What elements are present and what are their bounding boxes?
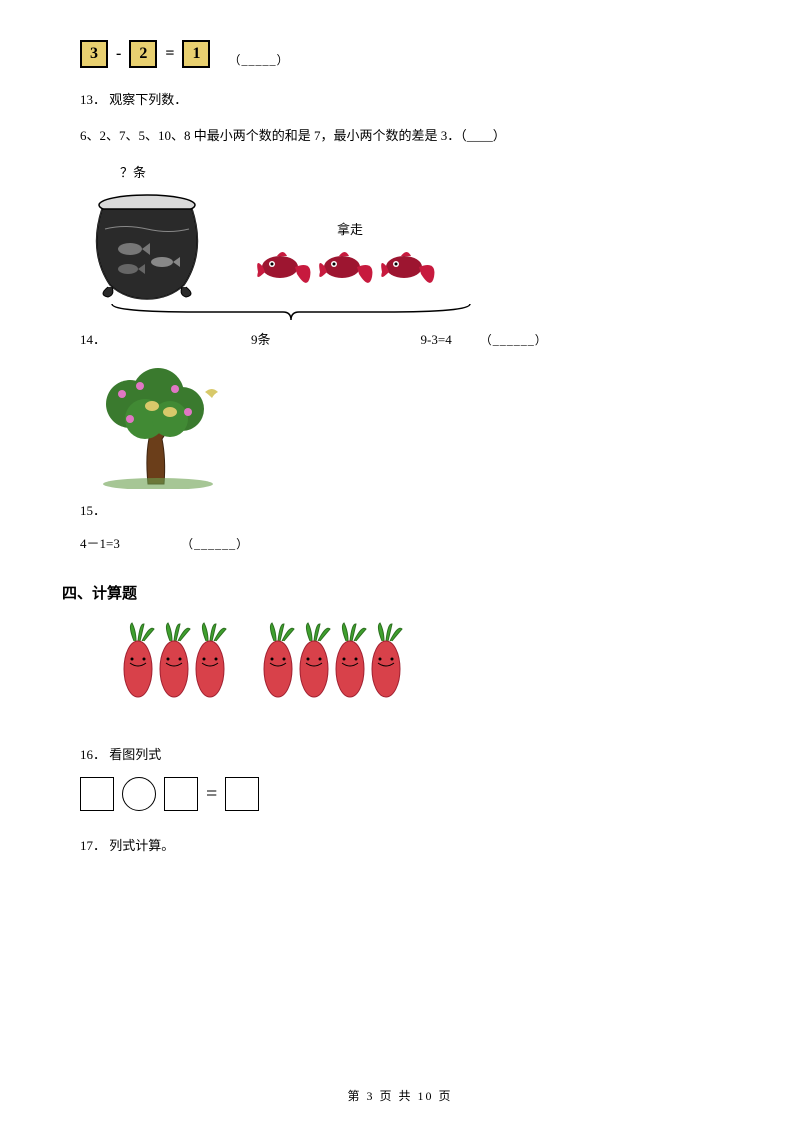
question-14-figure: ？条 拿走 — [80, 162, 720, 327]
q13-body: 6、2、7、5、10、8 中最小两个数的和是 7，最小两个数的差是 3．（___… — [80, 125, 720, 144]
q15-equation-line: 4－1=3 （______） — [80, 533, 720, 552]
q13-dot: ． — [93, 92, 106, 107]
take-away-label: 拿走 — [255, 219, 445, 238]
page-footer: 第 3 页 共 10 页 — [0, 1087, 800, 1104]
q14-blank: （______） — [480, 331, 548, 348]
num-box-1: 3 — [80, 40, 108, 68]
question-15-figure — [80, 364, 720, 494]
carrot-group-icon — [120, 621, 440, 721]
blank-q12: （_____） — [228, 51, 289, 68]
section-4-header: 四、计算题 — [62, 582, 720, 603]
q15-dot: ． — [93, 503, 106, 518]
q16-title: 看图列式 — [109, 747, 161, 762]
q14-dot: ． — [93, 329, 106, 348]
formula-boxes: = — [80, 777, 720, 811]
q14-line: 14． 9条 9-3=4 （______） — [80, 329, 720, 348]
q15-number: 15 — [80, 503, 93, 518]
q16-number: 16 — [80, 747, 93, 762]
footer-prefix: 第 — [347, 1089, 366, 1103]
question-16-figure — [120, 621, 720, 726]
q14-bracket-label: 9条 — [251, 329, 271, 348]
q15-line: 15． — [80, 500, 720, 519]
q15-equation: 4－1=3 — [80, 536, 120, 551]
question-13: 13． 观察下列数． — [80, 88, 720, 111]
q13-number: 13 — [80, 92, 93, 107]
red-fish-group-icon — [255, 242, 445, 297]
tree-icon — [80, 364, 260, 489]
q17-title: 列式计算。 — [109, 838, 174, 853]
footer-suffix: 页 — [434, 1089, 453, 1103]
q14-equation: 9-3=4 — [421, 332, 452, 348]
q13-title: 观察下列数． — [109, 92, 187, 107]
num-box-3: 1 — [182, 40, 210, 68]
minus-op: - — [114, 45, 123, 63]
formula-box-1 — [80, 777, 114, 811]
equation-boxes-q12: 3 - 2 = 1 （_____） — [80, 40, 720, 68]
formula-box-3 — [225, 777, 259, 811]
q16-dot: ． — [93, 747, 106, 762]
equals-op: = — [163, 45, 176, 63]
footer-total: 10 — [418, 1089, 434, 1103]
q17-dot: ． — [93, 838, 106, 853]
curly-bracket-icon — [108, 302, 478, 322]
q17-line: 17． 列式计算。 — [80, 835, 720, 854]
num-box-2: 2 — [129, 40, 157, 68]
formula-equals: = — [206, 783, 217, 806]
q17-number: 17 — [80, 838, 93, 853]
q15-blank: （______） — [181, 537, 249, 551]
fishbowl-icon — [80, 187, 215, 302]
formula-box-2 — [164, 777, 198, 811]
fish-top-label: ？条 — [120, 162, 720, 181]
formula-circle — [122, 777, 156, 811]
q14-number: 14 — [80, 332, 93, 348]
footer-mid: 页 共 — [374, 1089, 417, 1103]
q16-line: 16． 看图列式 — [80, 744, 720, 763]
